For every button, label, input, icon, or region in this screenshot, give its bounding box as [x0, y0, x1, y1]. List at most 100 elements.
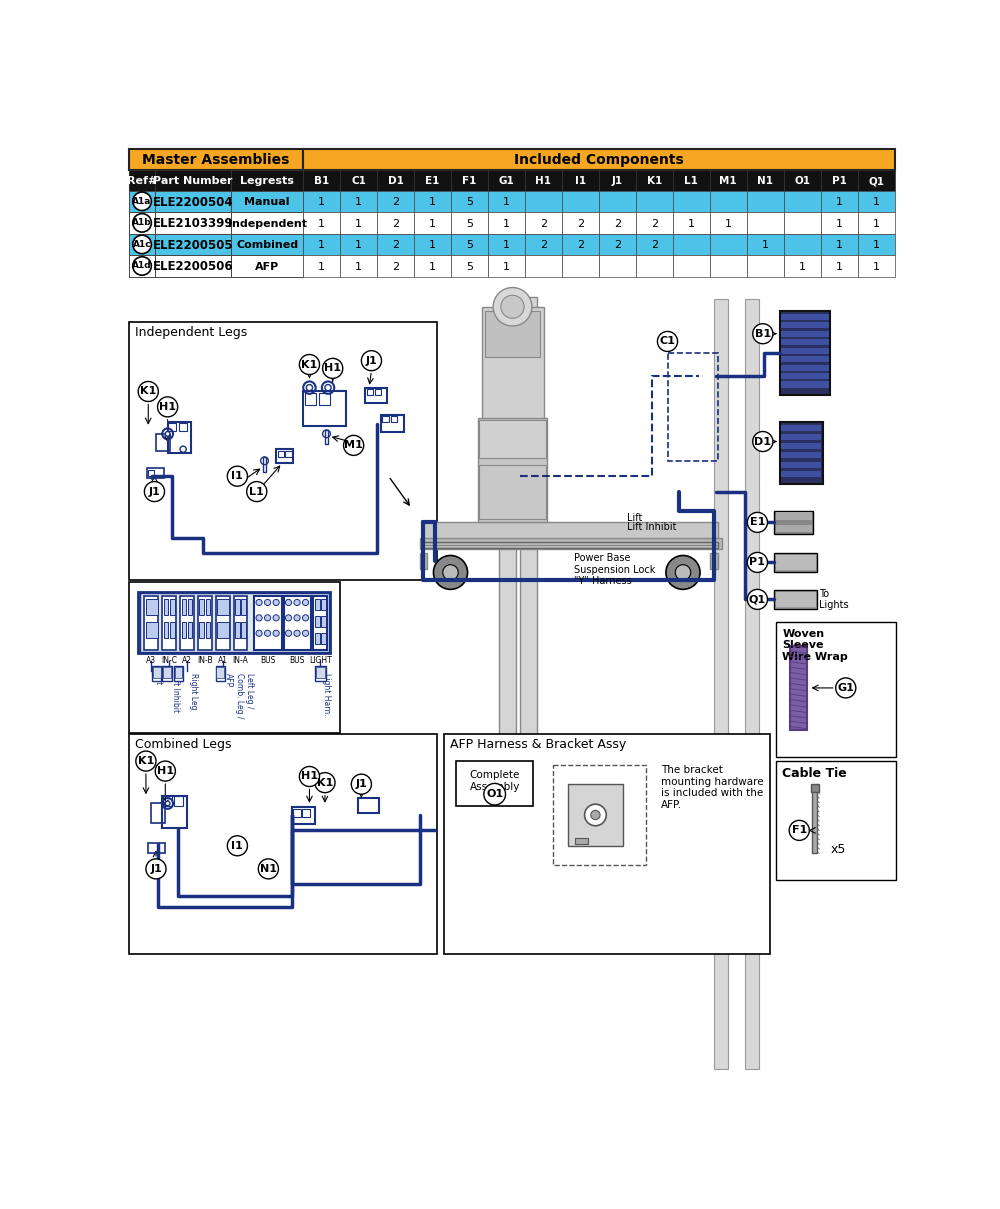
- Text: A2: A2: [182, 655, 192, 665]
- Text: H1: H1: [159, 401, 176, 412]
- Circle shape: [264, 630, 271, 636]
- Bar: [525, 212, 562, 233]
- Bar: [325, 430, 328, 444]
- Circle shape: [133, 192, 151, 210]
- Text: 1: 1: [318, 241, 325, 250]
- Text: E1: E1: [750, 517, 765, 527]
- Bar: [784, 212, 821, 233]
- Bar: [784, 191, 821, 212]
- Text: 5: 5: [466, 219, 473, 229]
- Text: 1: 1: [873, 241, 880, 250]
- Text: C1: C1: [660, 336, 675, 347]
- Text: A1d: A1d: [132, 261, 152, 271]
- Bar: [129, 255, 155, 277]
- Bar: [129, 212, 155, 233]
- Bar: [553, 765, 646, 864]
- Bar: [231, 191, 303, 212]
- Bar: [321, 600, 326, 611]
- Bar: [340, 170, 377, 191]
- Text: G1: G1: [837, 683, 854, 693]
- Circle shape: [443, 565, 458, 580]
- Bar: [414, 233, 451, 255]
- Text: O1: O1: [794, 177, 810, 186]
- Bar: [568, 785, 623, 846]
- Text: Manual: Manual: [244, 197, 290, 207]
- Circle shape: [261, 457, 268, 464]
- Text: IN-A: IN-A: [233, 655, 248, 665]
- Circle shape: [133, 214, 151, 232]
- Bar: [263, 457, 266, 473]
- Bar: [781, 452, 821, 458]
- Bar: [321, 634, 326, 644]
- Circle shape: [136, 751, 156, 771]
- Bar: [488, 233, 525, 255]
- Bar: [747, 170, 784, 191]
- Circle shape: [133, 236, 151, 254]
- Bar: [776, 525, 812, 532]
- Text: Complete
Assembly: Complete Assembly: [469, 770, 520, 792]
- Text: L1: L1: [684, 177, 698, 186]
- Bar: [781, 434, 821, 440]
- Bar: [155, 212, 231, 233]
- Text: K1: K1: [317, 777, 333, 787]
- Bar: [303, 170, 340, 191]
- Bar: [414, 212, 451, 233]
- Bar: [217, 600, 229, 615]
- Text: B1: B1: [314, 177, 329, 186]
- Circle shape: [361, 351, 382, 371]
- Bar: [231, 233, 303, 255]
- Text: AFP Harness & Bracket Assy: AFP Harness & Bracket Assy: [450, 737, 627, 751]
- Text: A1b: A1b: [132, 219, 152, 227]
- Text: N1: N1: [260, 864, 277, 874]
- Text: 2: 2: [392, 261, 399, 272]
- Bar: [774, 590, 817, 609]
- Text: B1: B1: [755, 329, 771, 339]
- Bar: [781, 442, 821, 450]
- Bar: [525, 191, 562, 212]
- Bar: [479, 420, 546, 458]
- Bar: [153, 667, 161, 678]
- Text: 1: 1: [429, 241, 436, 250]
- Text: H1: H1: [157, 767, 174, 776]
- Circle shape: [144, 481, 165, 502]
- Bar: [562, 255, 599, 277]
- Bar: [162, 596, 176, 650]
- Bar: [129, 583, 340, 733]
- Bar: [235, 623, 240, 638]
- Text: 2: 2: [614, 219, 621, 229]
- Bar: [599, 212, 636, 233]
- Text: A1: A1: [218, 655, 228, 665]
- Text: D1: D1: [388, 177, 404, 186]
- Bar: [129, 149, 303, 170]
- Text: Lift: Lift: [627, 513, 643, 523]
- Bar: [174, 666, 183, 681]
- Text: Included Components: Included Components: [514, 154, 684, 168]
- Bar: [144, 596, 158, 650]
- Bar: [303, 212, 340, 233]
- Circle shape: [264, 615, 271, 621]
- Bar: [231, 255, 303, 277]
- Bar: [216, 666, 225, 681]
- Bar: [217, 623, 229, 638]
- Bar: [164, 600, 168, 615]
- Text: Q1: Q1: [749, 595, 766, 604]
- Bar: [781, 365, 829, 371]
- Text: 1: 1: [318, 197, 325, 207]
- Bar: [276, 450, 293, 463]
- Text: BUS: BUS: [289, 655, 305, 665]
- Text: D1: D1: [754, 436, 771, 446]
- Bar: [140, 594, 329, 652]
- Text: ELE2103399: ELE2103399: [153, 218, 234, 230]
- Circle shape: [285, 600, 292, 606]
- Circle shape: [322, 382, 334, 394]
- Bar: [367, 389, 373, 395]
- Text: 1: 1: [503, 241, 510, 250]
- Bar: [488, 191, 525, 212]
- Text: 1: 1: [688, 219, 695, 229]
- Bar: [170, 623, 175, 638]
- Text: To
Lights: To Lights: [819, 589, 849, 611]
- Bar: [780, 422, 822, 484]
- Text: O1: O1: [486, 789, 503, 799]
- Text: Lift: Lift: [153, 673, 162, 686]
- Bar: [151, 804, 165, 822]
